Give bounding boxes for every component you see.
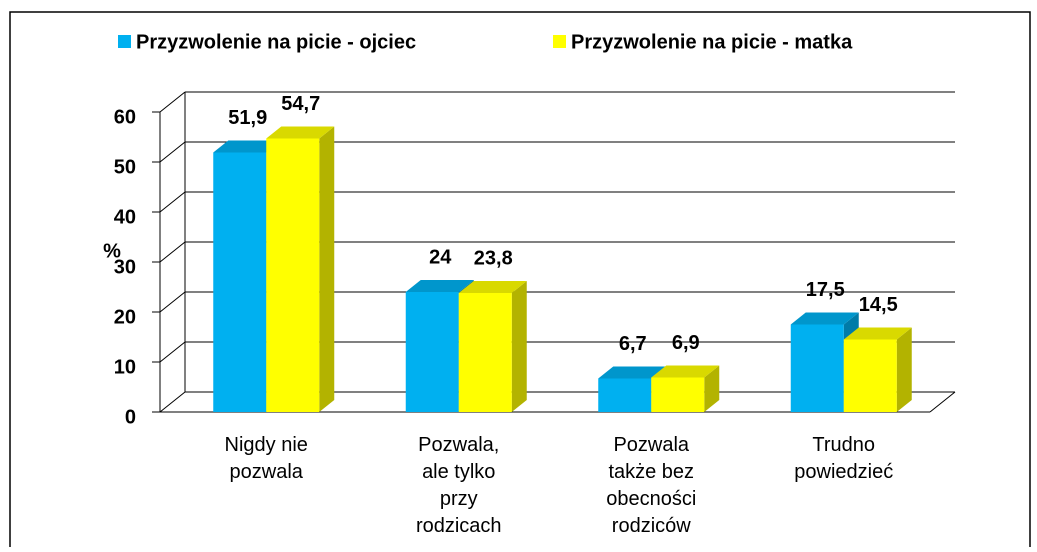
- x-tick-label: Pozwala, ale tylko przy rodzicach: [415, 434, 502, 537]
- y-tick-label: 60: [114, 106, 136, 128]
- x-tick-label: Nigdy nie pozwala: [224, 434, 308, 483]
- bar: [213, 152, 267, 412]
- legend-label: Przyzwolenie na picie - matka: [571, 31, 853, 53]
- grid-line: [159, 141, 186, 163]
- bar-top: [266, 126, 335, 139]
- data-label: 23,8: [474, 247, 513, 269]
- data-label: 6,7: [619, 333, 647, 355]
- grid-line: [159, 191, 186, 213]
- legend-label: Przyzwolenie na picie - ojciec: [136, 31, 416, 53]
- bar-side: [704, 365, 720, 412]
- y-tick-label: 40: [114, 206, 136, 228]
- bar: [651, 377, 705, 412]
- bar: [266, 138, 320, 412]
- bar-top: [790, 312, 859, 325]
- bar-side: [896, 327, 912, 412]
- data-label: 14,5: [859, 294, 898, 316]
- data-label: 6,9: [672, 332, 700, 354]
- data-label: 17,5: [806, 279, 845, 301]
- x-tick-label: Trudno powiedzieć: [794, 434, 894, 483]
- grid-line: [159, 91, 186, 113]
- grid-line: [159, 291, 186, 313]
- y-tick-label: 30: [114, 256, 136, 278]
- bar-top: [405, 280, 474, 292]
- bar-side: [511, 281, 527, 412]
- y-tick-label: 0: [125, 406, 136, 428]
- y-axis-label: %: [103, 240, 121, 262]
- grid-line: [159, 391, 186, 413]
- x-tick-label: Pozwala także bez obecności rodziców: [606, 434, 697, 537]
- data-label: 51,9: [228, 107, 267, 129]
- bar: [843, 339, 897, 412]
- y-tick-label: 50: [114, 156, 136, 178]
- grid-line: [159, 241, 186, 263]
- bar-side: [319, 126, 335, 412]
- data-label: 24: [429, 246, 452, 268]
- bar-top: [213, 140, 282, 153]
- floor-line: [929, 391, 956, 413]
- data-label: 54,7: [281, 93, 320, 115]
- bar-top: [651, 365, 720, 378]
- y-tick-label: 20: [114, 306, 136, 328]
- y-tick-label: 10: [114, 356, 136, 378]
- bar: [598, 378, 652, 412]
- bar: [458, 293, 512, 412]
- legend-swatch: [553, 35, 566, 48]
- bar-top: [458, 281, 527, 293]
- bar: [790, 324, 844, 412]
- bar-top: [598, 366, 667, 379]
- legend-swatch: [118, 35, 131, 48]
- bar-top: [843, 327, 912, 340]
- chart-frame: [9, 11, 1031, 552]
- bar: [405, 292, 459, 412]
- grid-line: [159, 341, 186, 363]
